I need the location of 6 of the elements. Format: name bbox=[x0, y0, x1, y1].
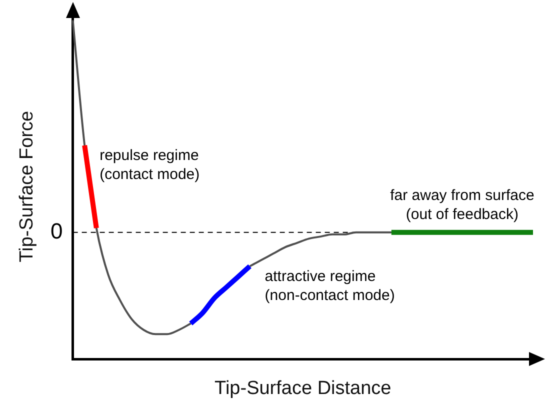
y-axis-title: Tip-Surface Force bbox=[16, 110, 38, 262]
series-label: repulse regime (contact mode) bbox=[100, 147, 200, 184]
series-label: attractive regime (non-contact mode) bbox=[264, 268, 395, 304]
x-axis-title: Tip-Surface Distance bbox=[214, 378, 392, 399]
ref-line-label: 0 bbox=[50, 218, 63, 244]
series-label: far away from surface (out of feedback) bbox=[390, 186, 534, 223]
